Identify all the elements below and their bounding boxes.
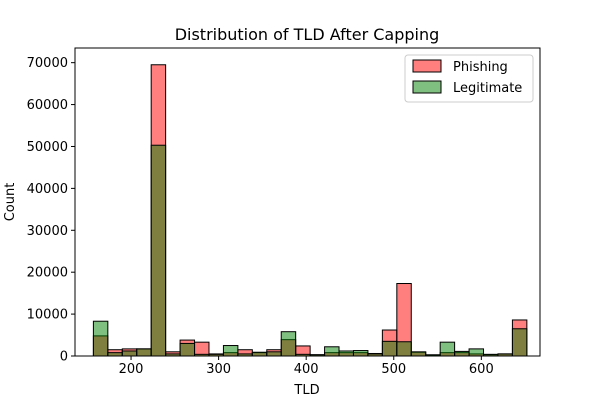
y-tick-label: 30000: [27, 224, 68, 239]
bar-legitimate-4: [150, 144, 167, 357]
bar-legitimate-0: [92, 320, 109, 357]
bar-legitimate-11: [251, 351, 268, 357]
x-tick-label: 300: [206, 362, 231, 377]
y-tick-label: 10000: [27, 308, 68, 323]
bar-legitimate-17: [338, 350, 354, 357]
bar-legitimate-22: [410, 351, 427, 357]
y-tick-label: 60000: [27, 98, 68, 113]
y-tick-label: 50000: [27, 140, 68, 155]
plot-frame: [74, 47, 541, 357]
bar-legitimate-21: [396, 341, 412, 357]
bar-legitimate-6: [179, 342, 196, 357]
bar-legitimate-24: [439, 341, 456, 357]
y-axis: 0 10000 20000 30000 40000 50000 60000 70000: [27, 56, 75, 365]
x-tick-label: 200: [119, 362, 144, 377]
chart-title: Distribution of TLD After Capping: [175, 25, 440, 44]
y-tick-label: 70000: [27, 56, 68, 71]
bar-legitimate-18: [352, 350, 369, 357]
legend-swatch-phishing: [412, 59, 442, 73]
bar-legitimate-13: [280, 331, 297, 357]
bars-layer: [92, 64, 528, 357]
x-axis: 200 300 400 500 600: [119, 356, 494, 377]
bar-legitimate-20: [381, 340, 398, 357]
y-axis-label: Count: [3, 183, 18, 222]
x-axis-label: TLD: [293, 383, 319, 398]
bar-legitimate-2: [121, 350, 138, 357]
bar-legitimate-9: [222, 345, 239, 357]
x-tick-label: 400: [294, 362, 319, 377]
bar-legitimate-12: [266, 351, 282, 357]
x-tick-label: 500: [381, 362, 406, 377]
bar-legitimate-26: [468, 348, 485, 357]
legend-label-phishing: Phishing: [453, 60, 508, 75]
legend: Phishing Legitimate: [404, 54, 534, 103]
bar-legitimate-29: [511, 328, 528, 357]
bar-legitimate-25: [454, 350, 470, 357]
bar-legitimate-16: [324, 346, 340, 357]
legend-label-legitimate: Legitimate: [453, 81, 522, 96]
y-tick-label: 20000: [27, 266, 68, 281]
bar-legitimate-3: [136, 348, 152, 357]
y-tick-label: 0: [60, 350, 68, 365]
x-tick-label: 600: [469, 362, 494, 377]
bar-legitimate-1: [107, 352, 123, 357]
legend-swatch-legitimate: [412, 80, 442, 94]
y-tick-label: 40000: [27, 182, 68, 197]
